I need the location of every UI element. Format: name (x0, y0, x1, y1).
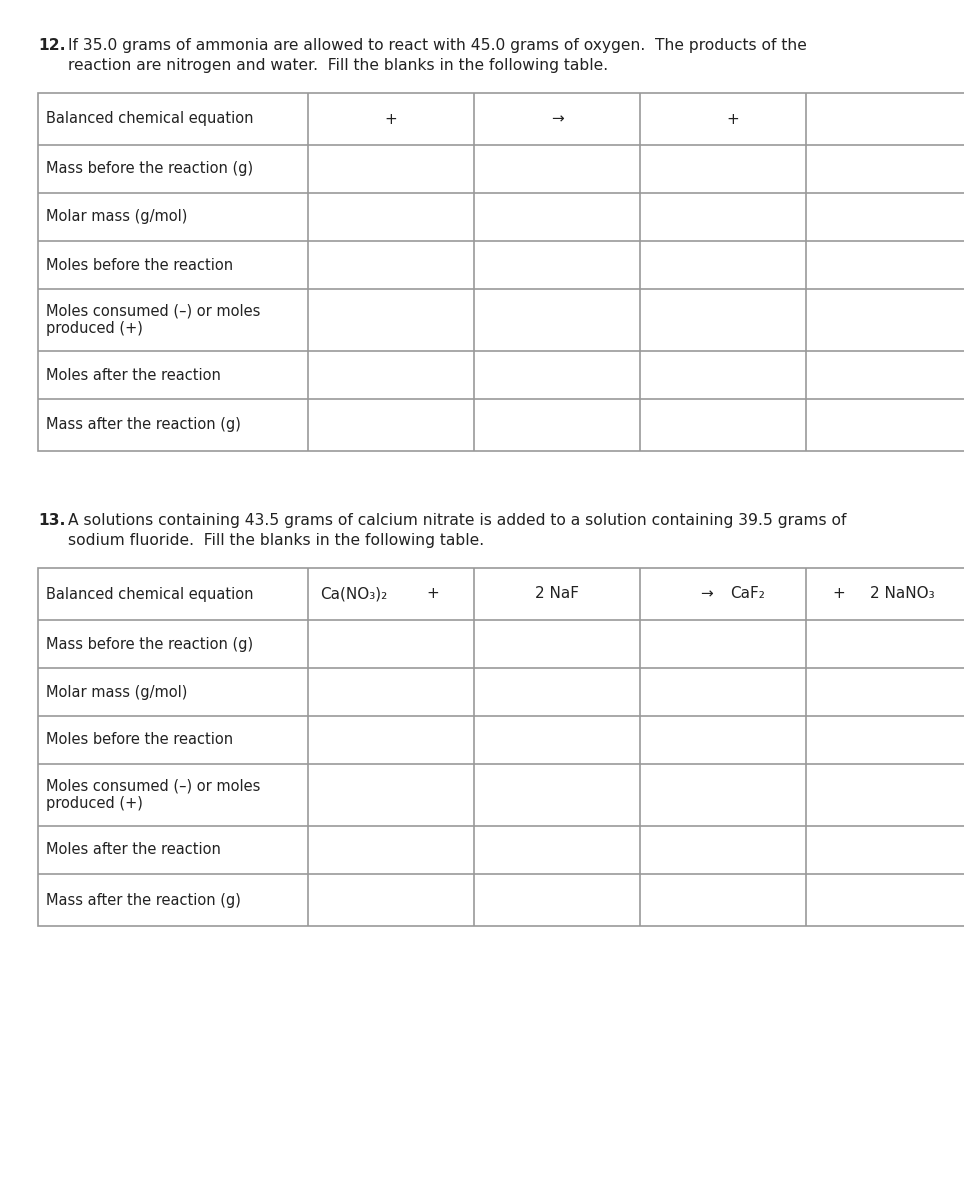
Text: Moles before the reaction: Moles before the reaction (46, 732, 233, 748)
Text: +: + (426, 587, 439, 601)
Text: CaF₂: CaF₂ (731, 587, 765, 601)
Text: Moles consumed (–) or moles
produced (+): Moles consumed (–) or moles produced (+) (46, 779, 260, 811)
Text: 13.: 13. (38, 514, 66, 528)
Text: 2 NaF: 2 NaF (535, 587, 579, 601)
Text: Balanced chemical equation: Balanced chemical equation (46, 587, 254, 601)
Text: +: + (385, 112, 397, 126)
Text: Ca(NO₃)₂: Ca(NO₃)₂ (320, 587, 388, 601)
Text: Moles after the reaction: Moles after the reaction (46, 842, 221, 858)
Text: A solutions containing 43.5 grams of calcium nitrate is added to a solution cont: A solutions containing 43.5 grams of cal… (68, 514, 846, 528)
Text: Mass after the reaction (g): Mass after the reaction (g) (46, 893, 241, 907)
Text: Moles before the reaction: Moles before the reaction (46, 258, 233, 272)
Text: +: + (727, 112, 739, 126)
Text: 2 NaNO₃: 2 NaNO₃ (870, 587, 934, 601)
Text: Balanced chemical equation: Balanced chemical equation (46, 112, 254, 126)
Text: Mass before the reaction (g): Mass before the reaction (g) (46, 636, 254, 652)
Bar (38, 568, 964, 926)
Text: Molar mass (g/mol): Molar mass (g/mol) (46, 684, 187, 700)
Text: Moles consumed (–) or moles
produced (+): Moles consumed (–) or moles produced (+) (46, 304, 260, 336)
Text: →: → (550, 112, 563, 126)
Text: Molar mass (g/mol): Molar mass (g/mol) (46, 210, 187, 224)
Bar (38, 92, 964, 451)
Text: If 35.0 grams of ammonia are allowed to react with 45.0 grams of oxygen.  The pr: If 35.0 grams of ammonia are allowed to … (68, 38, 807, 53)
Text: reaction are nitrogen and water.  Fill the blanks in the following table.: reaction are nitrogen and water. Fill th… (68, 58, 608, 73)
Text: Mass before the reaction (g): Mass before the reaction (g) (46, 162, 254, 176)
Text: 12.: 12. (38, 38, 66, 53)
Text: +: + (833, 587, 845, 601)
Text: Moles after the reaction: Moles after the reaction (46, 367, 221, 383)
Text: →: → (700, 587, 712, 601)
Text: Mass after the reaction (g): Mass after the reaction (g) (46, 418, 241, 432)
Text: sodium fluoride.  Fill the blanks in the following table.: sodium fluoride. Fill the blanks in the … (68, 533, 484, 548)
